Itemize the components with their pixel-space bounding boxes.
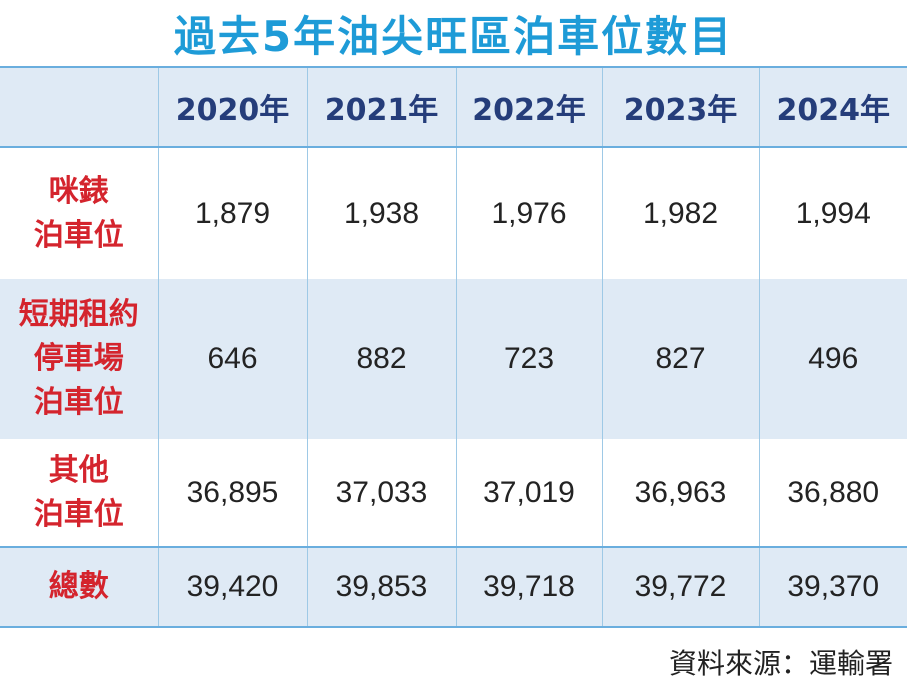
table-cell: 36,963 — [601, 439, 759, 547]
row-label-line: 泊車位 — [33, 385, 124, 420]
row-label: 總數 — [0, 546, 158, 628]
table-cell: 1,879 — [157, 147, 307, 279]
table-cell: 39,772 — [601, 546, 759, 628]
table-cell: 39,420 — [157, 546, 307, 628]
table-cell: 646 — [157, 279, 307, 439]
table-cell: 39,718 — [455, 546, 602, 628]
row-label-line: 停車場 — [33, 341, 124, 376]
table-cell: 37,019 — [455, 439, 602, 547]
row-label-line: 泊車位 — [33, 217, 124, 253]
table-row-total: 總數 39,420 39,853 39,718 39,772 39,370 — [0, 546, 907, 628]
table-cell: 39,370 — [758, 546, 907, 628]
row-label: 咪錶 泊車位 — [0, 147, 158, 279]
row-label-line: 泊車位 — [33, 496, 124, 532]
row-label-line: 其他 — [48, 452, 109, 488]
row-label-line: 咪錶 — [48, 173, 109, 209]
table-cell: 1,994 — [758, 147, 907, 279]
column-header: 2022年 — [455, 66, 602, 148]
row-label: 其他 泊車位 — [0, 439, 158, 547]
row-label-line: 總數 — [48, 569, 109, 604]
table-cell: 1,938 — [306, 147, 456, 279]
table-row-other: 其他 泊車位 36,895 37,033 37,019 36,963 36,88… — [0, 439, 907, 547]
column-header: 2020年 — [157, 66, 307, 148]
table-cell: 36,880 — [758, 439, 907, 547]
source-note: 資料來源：運輸署 — [668, 647, 893, 680]
table-row-meter: 咪錶 泊車位 1,879 1,938 1,976 1,982 1,994 — [0, 147, 907, 279]
column-header: 2023年 — [601, 66, 759, 148]
table-cell: 882 — [306, 279, 456, 439]
corner-cell — [0, 66, 158, 148]
table-cell: 1,982 — [601, 147, 759, 279]
table-cell: 39,853 — [306, 546, 456, 628]
row-label: 短期租約 停車場 泊車位 — [0, 279, 158, 439]
table-cell: 723 — [455, 279, 602, 439]
table-cell: 496 — [758, 279, 907, 439]
table-row-short-term: 短期租約 停車場 泊車位 646 882 723 827 496 — [0, 279, 907, 439]
table-cell: 1,976 — [455, 147, 602, 279]
column-header: 2021年 — [306, 66, 456, 148]
chart-title: 過去5年油尖旺區泊車位數目 — [173, 11, 734, 61]
row-label-line: 短期租約 — [18, 297, 139, 332]
table-cell: 36,895 — [157, 439, 307, 547]
header-row: 2020年 2021年 2022年 2023年 2024年 — [0, 66, 907, 148]
column-header: 2024年 — [758, 66, 907, 148]
table-cell: 37,033 — [306, 439, 456, 547]
parking-table: 2020年 2021年 2022年 2023年 2024年 咪錶 泊車位 1,8… — [0, 66, 907, 628]
table-cell: 827 — [601, 279, 759, 439]
